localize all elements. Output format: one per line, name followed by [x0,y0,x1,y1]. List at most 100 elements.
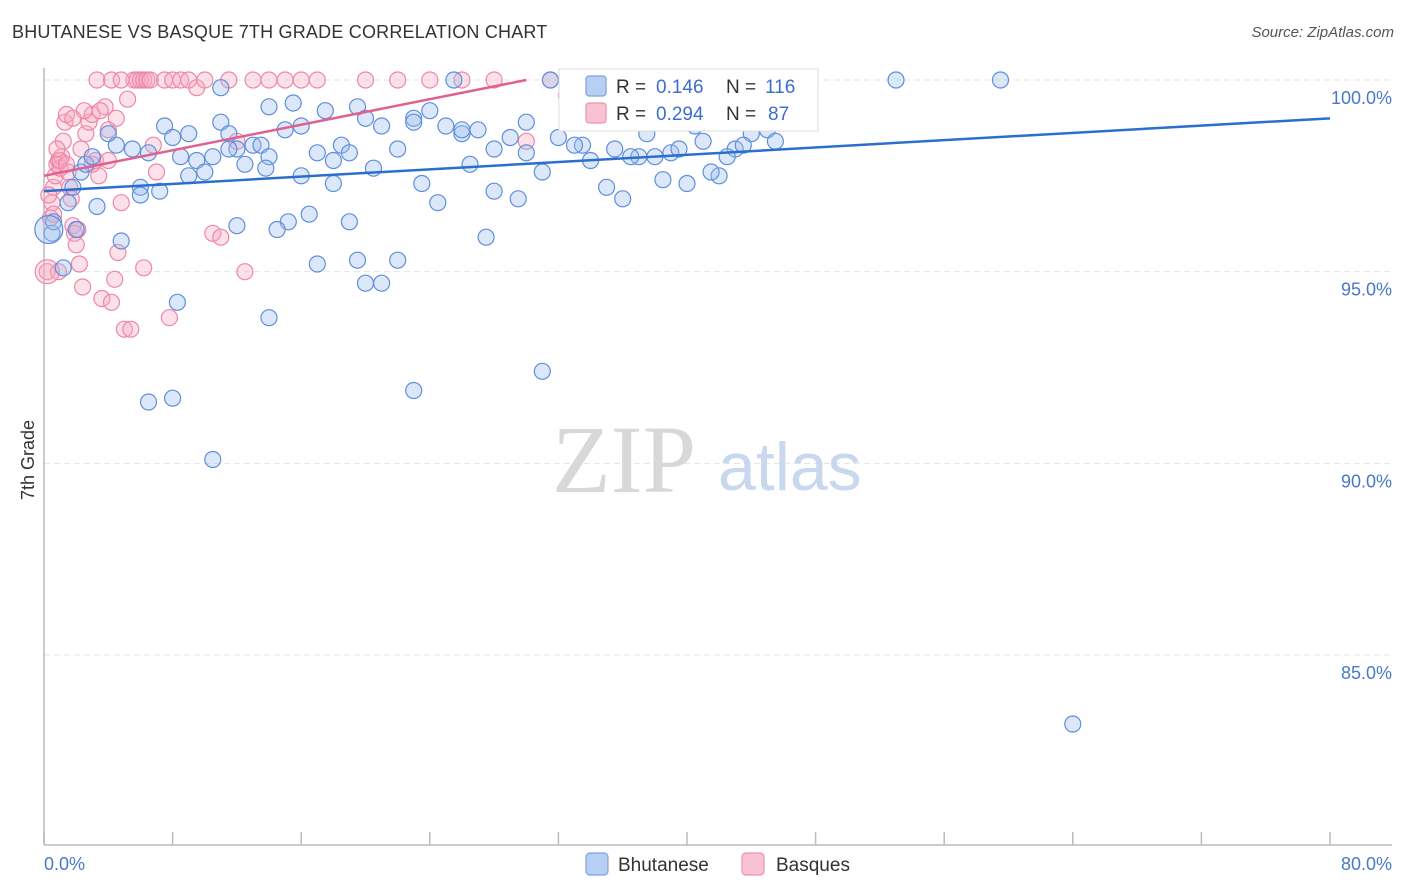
bhutanese-point [373,274,391,292]
bhutanese-point [257,159,275,177]
legend-swatch-bhutanese [585,75,607,97]
bhutanese-point [389,140,407,158]
bhutanese-point [421,102,439,120]
bhutanese-point [220,140,238,158]
bhutanese-point [517,144,535,162]
bhutanese-point [172,148,190,166]
bhutanese-point [88,197,106,216]
y-tick-label-100: 100.0% [1331,88,1392,108]
bhutanese-point [164,389,182,407]
bhutanese-point [204,450,222,469]
bhutanese-point [67,220,85,239]
bhutanese-point [356,274,375,292]
watermark-zip: ZIP [552,406,696,513]
bhutanese-point [324,151,342,170]
legend-r-label-bhutanese: R = [616,77,646,98]
watermark-atlas: atlas [718,429,862,505]
basques-point [102,293,121,311]
y-tick-label-90: 90.0% [1341,471,1392,491]
bhutanese-point [429,194,447,212]
bhutanese-point [59,194,77,212]
bhutanese-point [316,102,334,120]
x-tick-label-min: 0.0% [44,854,85,874]
bhutanese-point [131,186,149,204]
bhutanese-points [34,71,1082,733]
basques-point-large [34,259,60,285]
bhutanese-point [107,136,125,154]
bhutanese-point [356,109,375,127]
basques-point [88,71,106,89]
bhutanese-point [413,174,431,193]
bhutanese-point [54,259,72,277]
bhutanese-point [710,167,728,185]
bhutanese-point [44,213,63,231]
basques-point [48,140,66,158]
bhutanese-point [196,163,214,181]
bhutanese-point [606,140,624,158]
bhutanese-point [694,132,712,150]
bhutanese-point [766,132,785,150]
bhutanese-point [300,205,318,223]
bottom-legend-swatch-bhutanese [585,852,609,876]
bhutanese-point [180,125,198,143]
basques-point [122,320,140,338]
bhutanese-point [678,174,696,193]
bhutanese-point [887,71,905,89]
basques-point [64,109,82,127]
basques-point [292,71,310,89]
y-tick-label-95: 95.0% [1341,280,1392,300]
bhutanese-point [533,163,551,181]
basques-point [236,263,254,281]
basques-point [212,228,230,246]
bhutanese-point [83,148,101,166]
bhutanese-point [236,155,254,173]
source-label: Source: ZipAtlas.com [1251,24,1394,41]
legend-swatch-basques [585,102,607,124]
bhutanese-point [260,98,278,116]
basques-point [135,259,153,277]
basques-point [91,102,109,120]
bhutanese-point [445,71,463,89]
basques-point [356,71,375,89]
bhutanese-point [614,190,632,208]
bhutanese-point [308,144,326,162]
basques-point [147,163,166,181]
basques-point [196,71,214,89]
basques-point [93,289,111,308]
bhutanese-point [549,128,568,147]
basques-point [389,71,407,89]
bhutanese-point [64,178,82,196]
stats-legend: R = 0.146 N = 116 R = 0.294 N = 87 [558,68,819,132]
legend-n-value-bhutanese: 116 [765,77,795,98]
legend-r-value-bhutanese: 0.146 [656,77,704,98]
bhutanese-point [164,128,182,147]
basques-point [112,71,130,89]
bhutanese-point [477,228,495,246]
bhutanese-point [517,113,535,131]
basques-point [102,71,121,89]
basques-point [260,71,278,89]
bhutanese-point [405,109,423,127]
basques-point [67,236,85,254]
basques-point [276,71,294,89]
bhutanese-point [597,178,616,196]
bhutanese-point [509,190,527,208]
y-tick-labels: 85.0% 90.0% 95.0% 100.0% [1331,88,1392,683]
series-legend: Bhutanese Basques [585,852,850,876]
legend-n-value-basques: 87 [768,104,789,125]
basques-point [204,224,222,242]
bhutanese-point [702,163,720,181]
bhutanese-point [533,362,551,380]
x-axis-ticks [43,832,1331,845]
basques-trend-line [43,78,527,178]
bhutanese-point [389,251,407,269]
bhutanese-point [565,136,584,154]
basques-point [70,255,89,273]
basques-point [160,309,178,327]
bhutanese-point [228,217,246,235]
x-tick-label-max: 80.0% [1341,854,1392,874]
bhutanese-point [180,167,198,185]
basques-point [83,105,101,124]
basques-point [73,278,92,296]
